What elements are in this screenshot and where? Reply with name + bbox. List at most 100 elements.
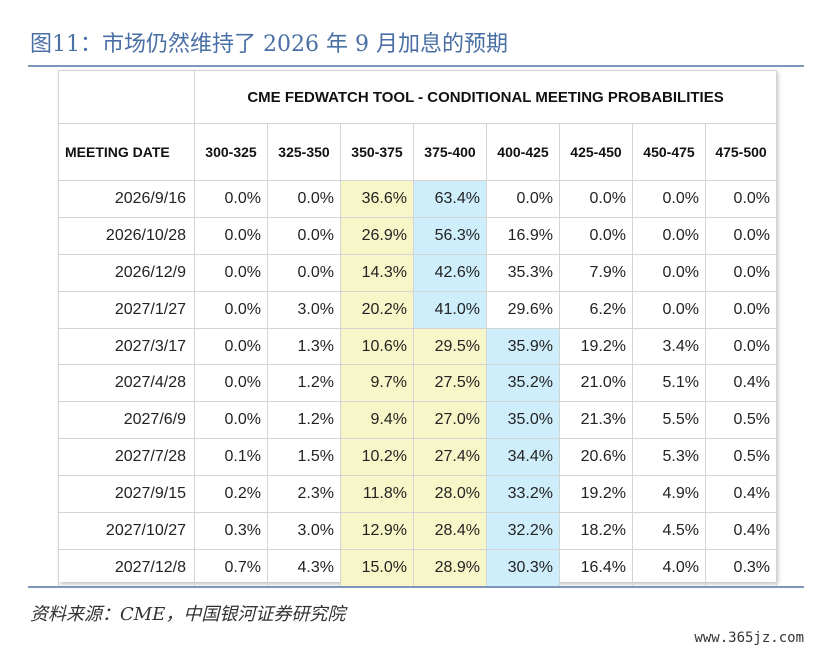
probability-cell: 0.4% [704, 475, 778, 514]
probability-cell: 0.0% [194, 253, 268, 292]
probability-cell: 0.2% [194, 475, 268, 514]
probability-cell: 0.0% [704, 216, 778, 255]
column-header: 325-350 [267, 123, 341, 181]
probability-cell: 3.0% [267, 290, 341, 329]
probability-cell: 18.2% [559, 512, 633, 550]
fedwatch-table: CME FEDWATCH TOOL - CONDITIONAL MEETING … [58, 70, 778, 587]
probability-cell: 0.5% [704, 401, 778, 440]
meeting-date-cell: 2026/10/28 [58, 216, 195, 255]
meeting-date-cell: 2026/9/16 [58, 180, 195, 218]
probability-cell: 15.0% [340, 548, 414, 587]
table-body: 2026/9/16 0.0% 0.0% 36.6% 63.4% 0.0% 0.0% 0.0% 0… [58, 180, 778, 587]
probability-cell: 9.4% [340, 401, 414, 440]
probability-cell: 10.6% [340, 327, 414, 366]
probability-cell: 35.0% [486, 401, 560, 440]
probability-cell: 12.9% [340, 512, 414, 550]
probability-cell: 28.9% [413, 548, 487, 587]
probability-cell: 0.7% [194, 548, 268, 587]
probability-cell: 19.2% [559, 475, 633, 514]
probability-cell: 1.5% [267, 438, 341, 477]
table-row: 2026/10/28 0.0% 0.0% 26.9% 56.3% 16.9% 0.0% 0.0… [58, 216, 778, 255]
table-title: CME FEDWATCH TOOL - CONDITIONAL MEETING … [193, 70, 778, 124]
probability-cell: 0.0% [267, 253, 341, 292]
probability-cell: 33.2% [486, 475, 560, 514]
probability-cell: 35.2% [486, 364, 560, 403]
table-row: 2026/12/9 0.0% 0.0% 14.3% 42.6% 35.3% 7.9% 0.0%… [58, 253, 778, 292]
meeting-date-cell: 2027/9/15 [58, 475, 195, 514]
probability-cell: 0.1% [194, 438, 268, 477]
table-row: 2027/1/27 0.0% 3.0% 20.2% 41.0% 29.6% 6.2% 0.0%… [58, 290, 778, 329]
table-row: 2027/7/28 0.1% 1.5% 10.2% 27.4% 34.4% 20.6% 5.3… [58, 438, 778, 477]
figure-title: 图11：市场仍然维持了 2026 年 9 月加息的预期 [30, 32, 508, 57]
table-row: 2027/9/15 0.2% 2.3% 11.8% 28.0% 33.2% 19.2% 4.9… [58, 475, 778, 514]
table-row: 2027/3/17 0.0% 1.3% 10.6% 29.5% 35.9% 19.2% 3.4… [58, 327, 778, 366]
probability-cell: 0.0% [194, 364, 268, 403]
probability-cell: 0.0% [194, 401, 268, 440]
column-header: 400-425 [486, 123, 560, 181]
probability-cell: 16.4% [559, 548, 633, 587]
probability-cell: 0.0% [704, 290, 778, 329]
probability-cell: 0.0% [194, 216, 268, 255]
probability-cell: 9.7% [340, 364, 414, 403]
probability-cell: 0.0% [194, 180, 268, 218]
probability-cell: 27.0% [413, 401, 487, 440]
probability-cell: 42.6% [413, 253, 487, 292]
probability-cell: 7.9% [559, 253, 633, 292]
probability-cell: 0.0% [194, 327, 268, 366]
probability-cell: 26.9% [340, 216, 414, 255]
probability-cell: 0.0% [704, 327, 778, 366]
column-header: 475-500 [704, 123, 778, 181]
probability-cell: 0.5% [704, 438, 778, 477]
probability-cell: 0.3% [194, 512, 268, 550]
probability-cell: 29.6% [486, 290, 560, 329]
probability-cell: 5.5% [632, 401, 706, 440]
meeting-date-cell: 2027/6/9 [58, 401, 195, 440]
probability-cell: 56.3% [413, 216, 487, 255]
table-row: 2027/12/8 0.7% 4.3% 15.0% 28.9% 30.3% 16.4% 4.0… [58, 548, 778, 587]
probability-cell: 16.9% [486, 216, 560, 255]
probability-cell: 0.3% [704, 548, 778, 587]
probability-cell: 14.3% [340, 253, 414, 292]
table-row: 2027/6/9 0.0% 1.2% 9.4% 27.0% 35.0% 21.3% 5.5% 0… [58, 401, 778, 440]
probability-cell: 1.2% [267, 364, 341, 403]
probability-cell: 27.4% [413, 438, 487, 477]
probability-cell: 3.4% [632, 327, 706, 366]
meeting-date-cell: 2027/1/27 [58, 290, 195, 329]
meeting-date-header: MEETING DATE [58, 123, 195, 181]
probability-cell: 63.4% [413, 180, 487, 218]
probability-cell: 41.0% [413, 290, 487, 329]
probability-cell: 28.0% [413, 475, 487, 514]
probability-cell: 20.2% [340, 290, 414, 329]
probability-cell: 21.0% [559, 364, 633, 403]
probability-cell: 1.3% [267, 327, 341, 366]
probability-cell: 0.0% [194, 290, 268, 329]
probability-cell: 6.2% [559, 290, 633, 329]
probability-cell: 0.0% [486, 180, 560, 218]
probability-cell: 0.4% [704, 512, 778, 550]
probability-cell: 0.0% [559, 216, 633, 255]
source-note: 资料来源：CME，中国银河证券研究院 [30, 604, 346, 625]
header-blank-cell [58, 70, 195, 124]
probability-cell: 5.3% [632, 438, 706, 477]
watermark: www.365jz.com [694, 630, 804, 646]
fedwatch-table-panel: CME FEDWATCH TOOL - CONDITIONAL MEETING … [58, 70, 778, 587]
probability-cell: 0.0% [267, 216, 341, 255]
probability-cell: 34.4% [486, 438, 560, 477]
probability-cell: 11.8% [340, 475, 414, 514]
column-header: 350-375 [340, 123, 414, 181]
probability-cell: 10.2% [340, 438, 414, 477]
table-row: 2027/4/28 0.0% 1.2% 9.7% 27.5% 35.2% 21.0% 5.1%… [58, 364, 778, 403]
probability-cell: 35.3% [486, 253, 560, 292]
probability-cell: 2.3% [267, 475, 341, 514]
probability-cell: 0.0% [632, 180, 706, 218]
bottom-rule [28, 586, 804, 588]
probability-cell: 1.2% [267, 401, 341, 440]
meeting-date-cell: 2027/4/28 [58, 364, 195, 403]
probability-cell: 0.0% [632, 290, 706, 329]
column-header: 450-475 [632, 123, 706, 181]
probability-cell: 0.0% [267, 180, 341, 218]
probability-cell: 27.5% [413, 364, 487, 403]
probability-cell: 4.9% [632, 475, 706, 514]
probability-cell: 4.5% [632, 512, 706, 550]
meeting-date-cell: 2027/7/28 [58, 438, 195, 477]
